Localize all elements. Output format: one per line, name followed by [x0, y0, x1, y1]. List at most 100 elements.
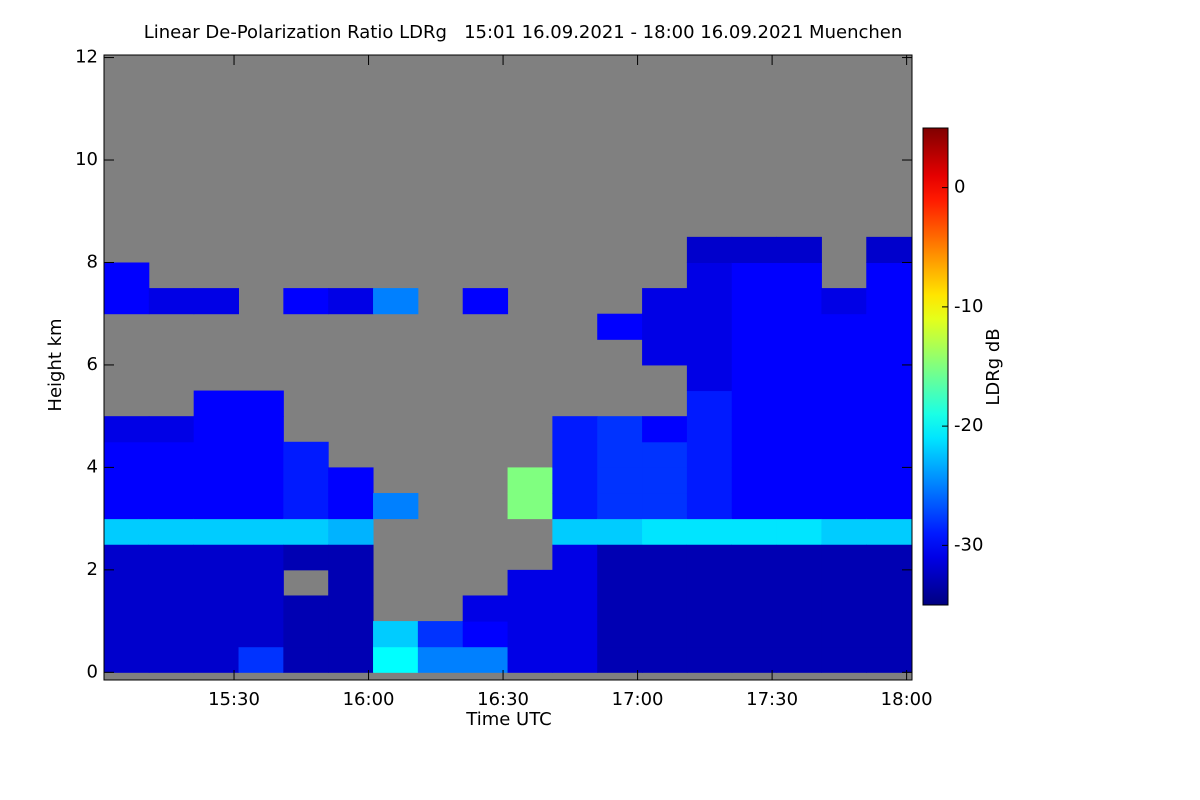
heatmap-cell: [821, 416, 867, 443]
heatmap-cell: [507, 621, 553, 648]
heatmap-cell: [462, 288, 509, 315]
heatmap-cell: [597, 621, 643, 648]
heatmap-cell: [776, 416, 822, 443]
heatmap-cell: [552, 569, 598, 596]
chart-title: Linear De-Polarization Ratio LDRg 15:01 …: [144, 22, 903, 43]
x-tick-label: 15:30: [208, 689, 260, 710]
heatmap-cell: [507, 493, 553, 520]
heatmap-cell: [686, 544, 733, 571]
heatmap-cell: [552, 467, 598, 494]
heatmap-cell: [731, 467, 778, 494]
heatmap-cell: [507, 595, 553, 622]
heatmap-cell: [731, 493, 778, 520]
heatmap-cell: [148, 518, 195, 545]
heatmap-cell: [507, 467, 553, 494]
heatmap-cell: [148, 569, 195, 596]
heatmap-cell: [866, 364, 912, 392]
heatmap-cell: [821, 364, 867, 392]
heatmap-cell: [328, 518, 374, 545]
heatmap-cell: [373, 288, 419, 315]
heatmap-cell: [283, 493, 329, 520]
heatmap-cell: [328, 493, 374, 520]
colorbar-tick-label: 0: [954, 177, 965, 198]
heatmap-cell: [821, 518, 867, 545]
heatmap-cell: [283, 544, 329, 571]
heatmap-cell: [731, 262, 778, 289]
heatmap-cell: [642, 441, 688, 468]
heatmap-cell: [597, 569, 643, 596]
heatmap-cell: [686, 339, 733, 366]
heatmap-cell: [597, 467, 643, 494]
colorbar-label: LDRg dB: [983, 328, 1004, 405]
heatmap-cell: [731, 364, 778, 392]
heatmap-cell: [373, 621, 419, 648]
heatmap-cell: [731, 621, 778, 648]
heatmap-cell: [238, 518, 284, 545]
heatmap-cell: [866, 390, 912, 417]
heatmap-cell: [507, 569, 553, 596]
heatmap-cell: [238, 467, 284, 494]
heatmap-cell: [328, 646, 374, 673]
heatmap-cell: [104, 569, 150, 596]
heatmap-cell: [686, 313, 733, 340]
heatmap-cell: [462, 646, 509, 673]
y-tick-label: 0: [87, 661, 98, 682]
heatmap-cell: [866, 544, 912, 571]
heatmap-cell: [776, 467, 822, 494]
heatmap-cell: [731, 595, 778, 622]
heatmap-cell: [776, 493, 822, 520]
heatmap-cell: [148, 441, 195, 468]
y-tick-label: 10: [75, 149, 98, 170]
heatmap-cell: [776, 390, 822, 417]
heatmap-cell: [597, 518, 643, 545]
heatmap-cell: [642, 595, 688, 622]
heatmap-cell: [552, 621, 598, 648]
heatmap-cell: [417, 646, 464, 673]
heatmap-cell: [104, 595, 150, 622]
heatmap-cell: [686, 390, 733, 417]
heatmap-cell: [642, 518, 688, 545]
heatmap-cell: [104, 262, 150, 289]
heatmap-cell: [731, 236, 778, 263]
heatmap-cell: [462, 621, 509, 648]
heatmap-cell: [104, 441, 150, 468]
x-tick-label: 17:30: [746, 689, 798, 710]
heatmap-cell: [328, 569, 374, 596]
y-tick-label: 6: [87, 354, 98, 375]
heatmap-cell: [283, 467, 329, 494]
heatmap-cell: [776, 595, 822, 622]
heatmap-cell: [821, 288, 867, 315]
heatmap-cell: [686, 518, 733, 545]
heatmap-cell: [148, 621, 195, 648]
plot-frame: [103, 54, 913, 681]
heatmap-cell: [686, 288, 733, 315]
colorbar-tick-label: -10: [954, 296, 983, 317]
y-tick-label: 8: [87, 251, 98, 272]
heatmap-cell: [104, 288, 150, 315]
heatmap-cell: [776, 288, 822, 315]
heatmap-cell: [866, 288, 912, 315]
heatmap-cell: [866, 467, 912, 494]
heatmap-cell: [238, 569, 284, 596]
heatmap-cell: [597, 313, 643, 340]
heatmap-cell: [552, 416, 598, 443]
y-axis-label: Height km: [45, 318, 66, 411]
heatmap-cell: [686, 493, 733, 520]
heatmap-cell: [731, 288, 778, 315]
heatmap-cell: [193, 288, 240, 315]
heatmap-cell: [283, 518, 329, 545]
heatmap-cell: [283, 595, 329, 622]
heatmap-cell: [193, 621, 240, 648]
heatmap-cell: [238, 646, 284, 673]
heatmap-cell: [686, 441, 733, 468]
x-tick-label: 17:00: [612, 689, 664, 710]
x-tick-label: 16:00: [343, 689, 395, 710]
heatmap-cell: [104, 467, 150, 494]
heatmap-cell: [686, 646, 733, 673]
heatmap-cell: [731, 544, 778, 571]
heatmap-cell: [731, 518, 778, 545]
heatmap-cell: [373, 646, 419, 673]
heatmap-cell: [731, 390, 778, 417]
heatmap-cell: [193, 646, 240, 673]
heatmap-cell: [642, 544, 688, 571]
